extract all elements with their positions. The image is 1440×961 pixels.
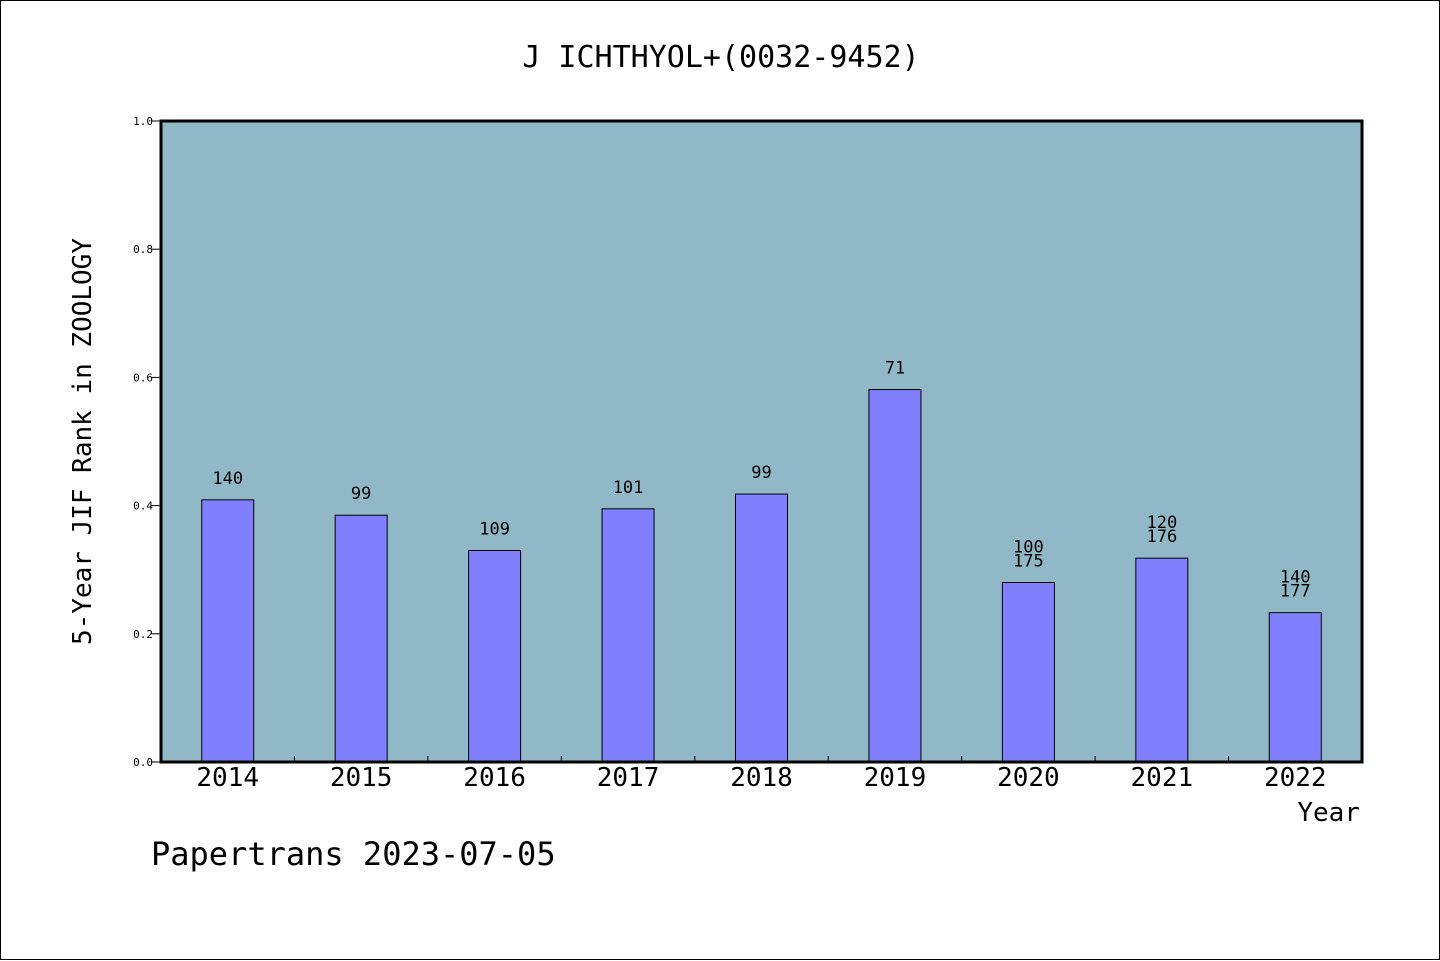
bar-2015	[334, 514, 388, 763]
y-tick-label-5: 1.0	[133, 115, 153, 128]
x-tick-label-2019: 2019	[864, 763, 927, 793]
bar-2017	[601, 508, 655, 763]
x-axis: 2014 2015 2016 2017 2018 2019 2020 2021 2022	[196, 756, 1327, 793]
data-label-2020-2: 175	[1013, 552, 1044, 572]
y-axis: 0.0 0.2 0.4 0.6 0.8 1.0	[133, 115, 161, 769]
data-label-2014-1: 140	[212, 469, 243, 489]
y-tick-label-3: 0.6	[133, 371, 153, 384]
y-tick-label-4: 0.8	[133, 243, 153, 256]
x-axis-label: Year	[1297, 798, 1360, 828]
data-label-2022-2: 177	[1280, 582, 1311, 602]
x-tick-label-2022: 2022	[1264, 763, 1327, 793]
bar-2022	[1268, 612, 1322, 763]
data-label-2019-1: 71	[885, 359, 905, 379]
data-label-2015-1: 99	[351, 484, 371, 504]
data-label-2018-1: 99	[751, 463, 771, 483]
footer-credit: Papertrans 2023-07-05	[151, 835, 556, 873]
bar-2014	[201, 499, 255, 763]
x-tick-label-2016: 2016	[463, 763, 526, 793]
x-tick-label-2014: 2014	[196, 763, 259, 793]
y-tick-label-2: 0.4	[133, 500, 153, 513]
bar-2016	[468, 549, 522, 763]
data-label-2016-1: 109	[479, 519, 510, 539]
bar-2019	[868, 389, 922, 763]
data-label-2017-1: 101	[613, 478, 644, 498]
data-label-2021-2: 176	[1146, 527, 1177, 547]
y-tick-label-1: 0.2	[133, 628, 153, 641]
y-tick-label-0: 0.0	[133, 756, 153, 769]
bar-2021	[1135, 557, 1189, 763]
plot-border	[159, 119, 1364, 764]
data-label-2021-1: 120	[1146, 513, 1177, 533]
x-tick-label-2015: 2015	[330, 763, 393, 793]
x-tick-label-2017: 2017	[597, 763, 660, 793]
x-tick-label-2018: 2018	[730, 763, 793, 793]
y-axis-label: 5-Year JIF Rank in ZOOLOGY	[68, 238, 98, 645]
bar-2018	[735, 493, 788, 763]
x-tick-label-2020: 2020	[997, 763, 1060, 793]
bars	[201, 389, 1322, 763]
x-tick-label-2021: 2021	[1131, 763, 1194, 793]
data-label-2022-1: 140	[1280, 568, 1311, 588]
data-label-2020-1: 100	[1013, 538, 1044, 558]
bar-2020	[1001, 582, 1055, 763]
chart-title: J ICHTHYOL+(0032-9452)	[522, 40, 919, 75]
